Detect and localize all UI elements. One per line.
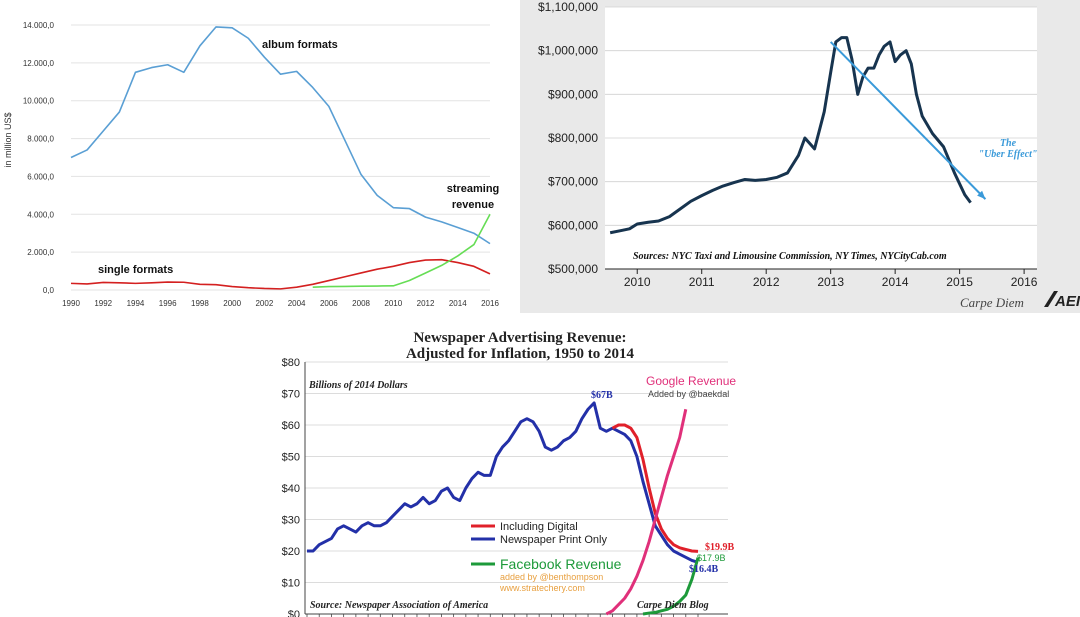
x-tick-label: 1994 — [127, 299, 145, 308]
y-tick-label: $70 — [282, 389, 300, 401]
y-tick-label: 10.000,0 — [23, 97, 55, 106]
y-tick-label: $80 — [282, 357, 300, 369]
source-note: Source: Newspaper Association of America — [310, 600, 488, 611]
taxi-medallion-chart: $500,000 $600,000 $700,000 $800,000 $900,000… — [520, 0, 1080, 313]
newspaper-print-line — [307, 401, 699, 564]
digital-end-label: $19.9B — [705, 542, 735, 553]
x-tick-label: 1990 — [62, 299, 80, 308]
x-tick-label: 2002 — [255, 299, 273, 308]
legend: Including Digital Newspaper Print Only F… — [471, 521, 622, 593]
y-tick-label: $60 — [282, 420, 300, 432]
x-tick-label: 1996 — [159, 299, 177, 308]
y-tick-label: $30 — [282, 515, 300, 527]
facebook-revenue-line — [642, 557, 700, 616]
y-tick-label: 12.000,0 — [23, 59, 55, 68]
x-tick-label: 2014 — [882, 275, 909, 289]
x-tick-label: 2012 — [417, 299, 435, 308]
carpe-diem-watermark: Carpe Diem — [960, 295, 1024, 310]
x-tick-label: 2004 — [288, 299, 306, 308]
x-tick-label: 2000 — [223, 299, 241, 308]
y-tick-label: $20 — [282, 546, 300, 558]
facebook-revenue-label: Facebook Revenue — [500, 556, 622, 572]
google-revenue-line — [605, 408, 688, 616]
y-tick-label: $40 — [282, 483, 300, 495]
facebook-added-by: added by @benthompson — [500, 572, 603, 582]
streaming-revenue-line — [312, 213, 491, 288]
x-tick-label: 2006 — [320, 299, 338, 308]
music-revenue-svg: 0,0 2.000,0 4.000,0 6.000,0 8.000,0 10.000,0 1… — [3, 21, 500, 308]
y-tick-label: $900,000 — [548, 87, 598, 101]
single-formats-label: single formats — [98, 264, 173, 276]
streaming-revenue-label-line1: streaming — [447, 183, 500, 195]
y-tick-label: $500,000 — [548, 262, 598, 276]
uber-effect-label-line1: The — [1000, 138, 1017, 149]
sources-note: Sources: NYC Taxi and Limousine Commissi… — [633, 251, 947, 262]
print-end-label: $16.4B — [689, 564, 719, 575]
y-tick-label: $0 — [288, 609, 300, 617]
x-tick-label: 1992 — [94, 299, 112, 308]
y-axis-units: Billions of 2014 Dollars — [308, 380, 408, 391]
x-tick-label: 2016 — [481, 299, 499, 308]
chart-subtitle: Adjusted for Inflation, 1950 to 2014 — [406, 346, 635, 362]
uber-effect-label-line2: "Uber Effect" — [979, 149, 1038, 160]
x-tick-label: 2012 — [753, 275, 780, 289]
y-tick-label: 14.000,0 — [23, 21, 55, 30]
uber-effect-arrowhead — [977, 190, 986, 200]
medallion-price-line — [609, 36, 972, 235]
uber-effect-arrow — [829, 41, 987, 200]
album-formats-line — [70, 26, 491, 245]
newspaper-ad-revenue-chart: Newspaper Advertising Revenue: Adjusted … — [258, 317, 758, 617]
x-tick-label: 1998 — [191, 299, 209, 308]
x-tick-label: 2008 — [352, 299, 370, 308]
including-digital-line — [611, 423, 699, 553]
y-tick-label: $700,000 — [548, 175, 598, 189]
streaming-revenue-label-line2: revenue — [452, 199, 494, 211]
music-revenue-chart: 0,0 2.000,0 4.000,0 6.000,0 8.000,0 10.000,0 1… — [0, 0, 505, 313]
y-tick-label: 0,0 — [43, 286, 55, 295]
carpe-diem-blog: Carpe Diem Blog — [637, 600, 709, 611]
facebook-end-label: $17.9B — [697, 553, 726, 563]
chart-title: Newspaper Advertising Revenue: — [413, 330, 626, 346]
album-formats-label: album formats — [262, 39, 338, 51]
y-tick-label: $50 — [282, 452, 300, 464]
x-tick-label: 2010 — [624, 275, 651, 289]
google-added-by: Added by @baekdal — [648, 389, 729, 399]
newspaper-ad-svg: Newspaper Advertising Revenue: Adjusted … — [282, 330, 736, 617]
y-tick-label: $800,000 — [548, 131, 598, 145]
y-axis-label: in million US$ — [3, 112, 13, 167]
single-formats-line — [70, 258, 491, 290]
peak-label: $67B — [591, 390, 613, 401]
y-tick-label: $10 — [282, 578, 300, 590]
y-tick-label: $600,000 — [548, 218, 598, 232]
stratechery-url: www.stratechery.com — [499, 583, 585, 593]
x-tick-label: 2011 — [689, 275, 715, 289]
x-tick-label: 2015 — [946, 275, 973, 289]
y-tick-label: $1,000,000 — [538, 44, 598, 58]
taxi-medallion-svg: $500,000 $600,000 $700,000 $800,000 $900,000… — [538, 0, 1080, 310]
y-tick-label: 4.000,0 — [27, 210, 54, 219]
x-tick-label: 2016 — [1011, 275, 1038, 289]
y-tick-label: $1,100,000 — [538, 0, 598, 14]
y-tick-label: 6.000,0 — [27, 172, 54, 181]
y-tick-label: 2.000,0 — [27, 248, 54, 257]
aei-logo-text: AEI — [1054, 293, 1080, 310]
legend-label-digital: Including Digital — [500, 521, 578, 533]
legend-label-print: Newspaper Print Only — [500, 534, 607, 546]
google-revenue-label: Google Revenue — [646, 374, 736, 388]
x-tick-label: 2013 — [817, 275, 844, 289]
aei-logo: AEI — [1044, 291, 1080, 310]
x-tick-label: 2010 — [384, 299, 402, 308]
y-tick-label: 8.000,0 — [27, 135, 54, 144]
x-tick-label: 2014 — [449, 299, 467, 308]
